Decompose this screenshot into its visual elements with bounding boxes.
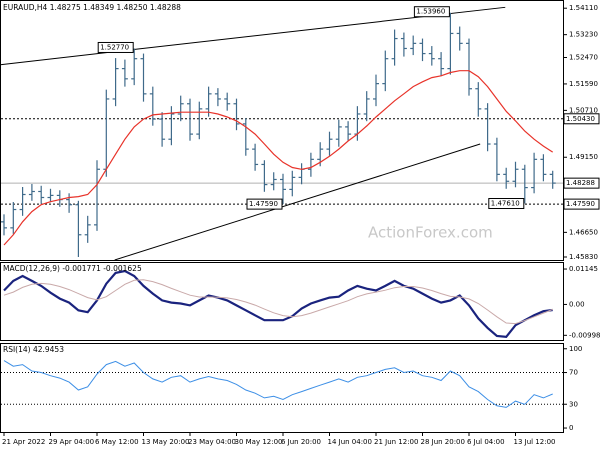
annotation-label: 1.47590: [249, 200, 278, 208]
last-price-label: 1.48288: [566, 179, 595, 187]
x-tick-label: 21 Jun 12:00: [374, 438, 418, 446]
price-panel: [0, 0, 564, 261]
panel-title: RSI(14) 42.9453: [3, 345, 64, 354]
annotation-label: 1.53960: [416, 8, 445, 16]
macd-panel: [0, 262, 564, 341]
x-tick-label: 29 Apr 04:00: [49, 438, 95, 446]
y-tick-label: 0.00: [569, 300, 585, 308]
x-tick-label: 28 Jun 20:00: [421, 438, 465, 446]
y-tick-label: 1.46650: [569, 228, 598, 236]
level-label: 1.47590: [566, 200, 595, 208]
x-tick-label: 30 May 12:00: [235, 438, 283, 446]
annotation-label: 1.47610: [491, 200, 520, 208]
signal-line: [3, 279, 553, 325]
panel-title: EURAUD,H4 1.48275 1.48349 1.48250 1.4828…: [3, 3, 181, 12]
y-tick-label: 0: [569, 424, 573, 432]
moving-average: [3, 70, 554, 246]
x-tick-label: 23 May 04:00: [188, 438, 236, 446]
panel-title: MACD(12,26,9) -0.001771 -0.001625: [3, 264, 142, 273]
x-tick-label: 21 Apr 2022: [2, 438, 45, 446]
x-tick-label: 6 Jul 04:00: [467, 438, 505, 446]
level-box: [563, 198, 600, 210]
y-tick-label: 0.01145: [569, 265, 598, 273]
rsi-line: [3, 360, 553, 408]
y-tick-label: 30: [569, 400, 578, 408]
y-tick-label: 1.45830: [569, 253, 598, 261]
y-tick-label: 1.49150: [569, 153, 598, 161]
annotation-box: [97, 41, 134, 53]
y-tick-label: -0.009985: [569, 331, 600, 339]
level-label: 1.50430: [566, 115, 595, 123]
y-tick-label: 1.50710: [569, 106, 598, 114]
annotation-box: [246, 198, 283, 210]
x-tick-label: 6 May 12:00: [95, 438, 139, 446]
last-price-box: [563, 177, 600, 189]
watermark: ActionForex.com: [368, 224, 493, 242]
annotation-box: [413, 6, 450, 18]
x-tick-label: 13 Jul 12:00: [514, 438, 556, 446]
y-tick-label: 100: [569, 345, 582, 353]
y-tick-label: 1.51590: [569, 80, 598, 88]
y-tick-label: 70: [569, 369, 578, 377]
annotation-box: [488, 198, 525, 210]
x-tick-label: 13 May 20:00: [142, 438, 190, 446]
annotation-label: 1.52770: [100, 43, 129, 51]
trendline: [114, 143, 481, 261]
y-tick-label: 1.54110: [569, 4, 598, 12]
rsi-panel: [0, 343, 564, 433]
level-box: [563, 113, 600, 125]
x-tick-label: 14 Jun 04:00: [328, 438, 372, 446]
y-tick-label: 1.53230: [569, 31, 598, 39]
x-tick-label: 6 Jun 20:00: [281, 438, 321, 446]
y-tick-label: 1.52470: [569, 53, 598, 61]
